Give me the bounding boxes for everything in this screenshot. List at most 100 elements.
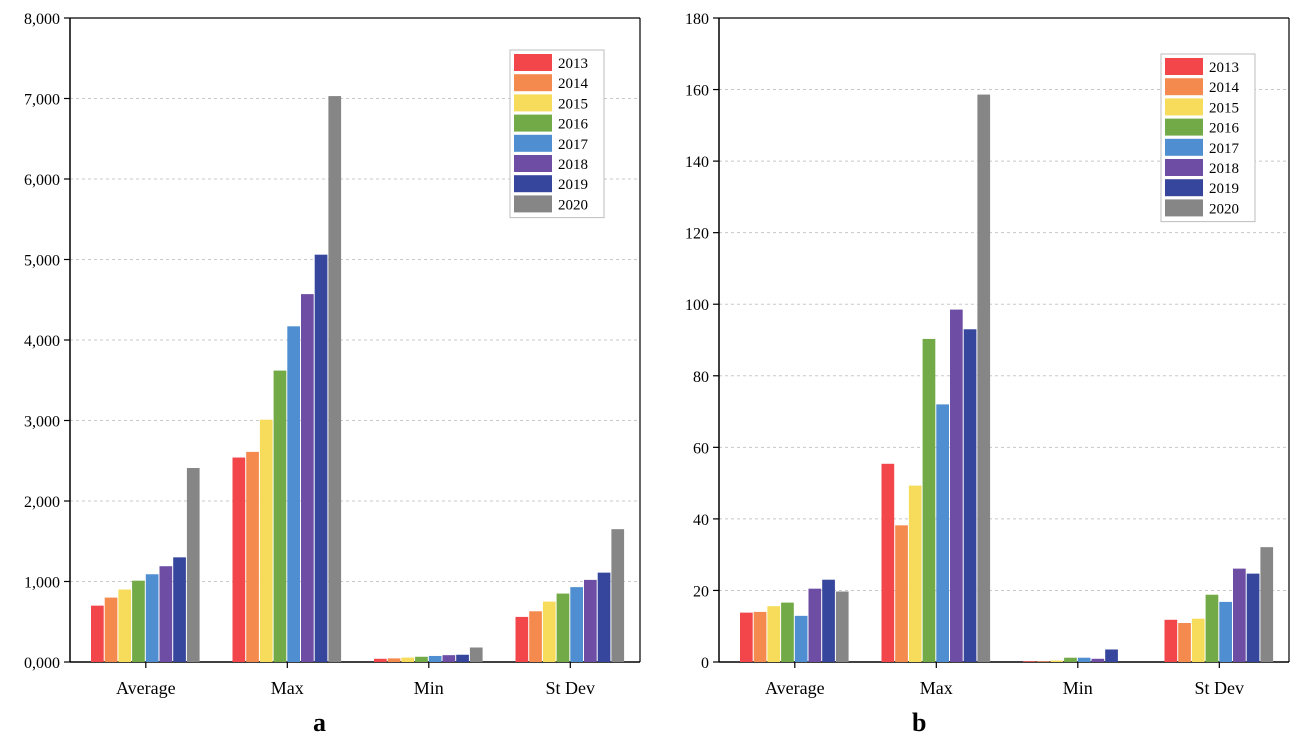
bar-max-2017 xyxy=(936,404,949,662)
legend-label-2015: 2015 xyxy=(558,96,588,112)
bar-st-dev-2017 xyxy=(1219,601,1232,662)
bar-average-2018 xyxy=(808,588,822,662)
bar-st-dev-2014 xyxy=(529,611,542,662)
legend-label-2020: 2020 xyxy=(1209,201,1239,217)
y-tick-label: 80 xyxy=(693,369,709,386)
bar-max-2016 xyxy=(273,370,287,662)
bar-min-2018 xyxy=(442,655,456,662)
y-tick-label: 8,000 xyxy=(24,11,60,28)
legend-swatch-2018 xyxy=(1165,159,1203,176)
bar-min-2019 xyxy=(1105,649,1118,662)
bar-min-2013 xyxy=(1023,661,1036,662)
legend-label-2015: 2015 xyxy=(1209,100,1239,116)
x-tick-label: St Dev xyxy=(1195,678,1245,698)
legend-label-2013: 2013 xyxy=(558,56,588,72)
x-tick-label: Min xyxy=(1063,678,1093,698)
bar-st-dev-2019 xyxy=(597,572,611,662)
bar-max-2018 xyxy=(301,294,314,662)
bar-max-2020 xyxy=(328,96,342,662)
legend-swatch-2019 xyxy=(1165,179,1203,197)
legend-swatch-2020 xyxy=(514,195,552,213)
bar-average-2015 xyxy=(118,589,132,662)
legend-label-2014: 2014 xyxy=(1209,80,1240,96)
legend-label-2018: 2018 xyxy=(1209,161,1239,177)
bar-st-dev-2017 xyxy=(570,587,583,662)
bar-min-2020 xyxy=(469,647,483,662)
y-tick-label: 0 xyxy=(701,655,709,672)
bar-min-2015 xyxy=(1050,660,1064,662)
bar-max-2015 xyxy=(259,419,273,662)
legend-swatch-2015 xyxy=(1165,98,1203,116)
y-tick-label: 7,000 xyxy=(24,92,60,109)
bar-min-2016 xyxy=(1064,657,1077,662)
legend-swatch-2020 xyxy=(1165,199,1203,217)
bar-st-dev-2020 xyxy=(1260,547,1274,662)
bar-average-2015 xyxy=(767,606,781,662)
legend-swatch-2019 xyxy=(514,175,552,193)
bar-st-dev-2020 xyxy=(611,529,625,662)
legend-label-2016: 2016 xyxy=(1209,121,1240,137)
legend-swatch-2016 xyxy=(1165,118,1203,136)
bar-average-2013 xyxy=(91,605,104,662)
chart-b: 0 20 40 60 80 100 120 140 160 180 Average Max Min St … xyxy=(685,11,1290,698)
bar-min-2015 xyxy=(401,657,415,662)
bar-min-2017 xyxy=(1077,657,1091,662)
bar-st-dev-2014 xyxy=(1178,623,1191,662)
bar-max-2013 xyxy=(232,457,246,662)
y-tick-label: 20 xyxy=(693,583,709,600)
bar-st-dev-2019 xyxy=(1246,573,1260,662)
y-tick-label: 5,000 xyxy=(24,253,60,270)
legend-swatch-2013 xyxy=(1165,58,1203,75)
bar-average-2019 xyxy=(822,579,835,662)
legend-label-2014: 2014 xyxy=(558,76,589,92)
legend-swatch-2017 xyxy=(514,134,552,152)
x-tick-label: Max xyxy=(271,678,304,698)
x-tick-label: Max xyxy=(920,678,953,698)
bar-min-2014 xyxy=(1036,661,1050,662)
legend-label-2018: 2018 xyxy=(558,157,588,173)
legend-label-2020: 2020 xyxy=(558,197,588,213)
bar-st-dev-2018 xyxy=(584,579,597,662)
bar-average-2019 xyxy=(173,557,186,662)
y-tick-label: 40 xyxy=(693,512,709,529)
bar-average-2014 xyxy=(753,611,767,662)
bar-st-dev-2016 xyxy=(1205,594,1219,662)
panel-label-a: a xyxy=(313,708,326,737)
legend-label-2017: 2017 xyxy=(558,137,589,153)
bar-max-2016 xyxy=(922,338,936,662)
x-tick-label: Average xyxy=(765,678,825,698)
bar-max-2017 xyxy=(287,326,300,662)
legend-swatch-2014 xyxy=(1165,78,1203,96)
legend-swatch-2017 xyxy=(1165,138,1203,156)
bar-min-2016 xyxy=(415,656,428,662)
bar-average-2016 xyxy=(781,602,794,662)
bar-max-2015 xyxy=(908,485,922,662)
y-tick-label: 60 xyxy=(693,440,709,457)
bar-st-dev-2018 xyxy=(1233,568,1246,662)
bar-max-2020 xyxy=(977,94,991,662)
bar-max-2019 xyxy=(314,254,328,663)
y-tick-label: 140 xyxy=(685,154,709,171)
bar-st-dev-2013 xyxy=(1164,619,1178,662)
legend-swatch-2018 xyxy=(514,155,552,172)
legend-label-2017: 2017 xyxy=(1209,141,1240,157)
bar-min-2019 xyxy=(456,654,469,662)
y-tick-label: 1,000 xyxy=(24,575,60,592)
bar-average-2014 xyxy=(104,597,118,662)
bar-min-2013 xyxy=(374,658,387,662)
legend-label-2019: 2019 xyxy=(1209,181,1239,197)
y-tick-label: 160 xyxy=(685,83,709,100)
y-tick-label: 2,000 xyxy=(24,494,60,511)
bar-st-dev-2016 xyxy=(556,593,570,662)
bar-max-2014 xyxy=(895,525,908,662)
y-tick-label: 180 xyxy=(685,11,709,28)
legend-label-2013: 2013 xyxy=(1209,60,1239,76)
legend-swatch-2014 xyxy=(514,74,552,92)
y-tick-label: 100 xyxy=(685,297,709,314)
bar-average-2017 xyxy=(145,574,159,662)
bar-st-dev-2015 xyxy=(542,601,556,662)
bar-average-2017 xyxy=(794,615,808,662)
legend-label-2019: 2019 xyxy=(558,177,588,193)
legend-swatch-2013 xyxy=(514,54,552,71)
panel-label-b: b xyxy=(912,708,927,737)
